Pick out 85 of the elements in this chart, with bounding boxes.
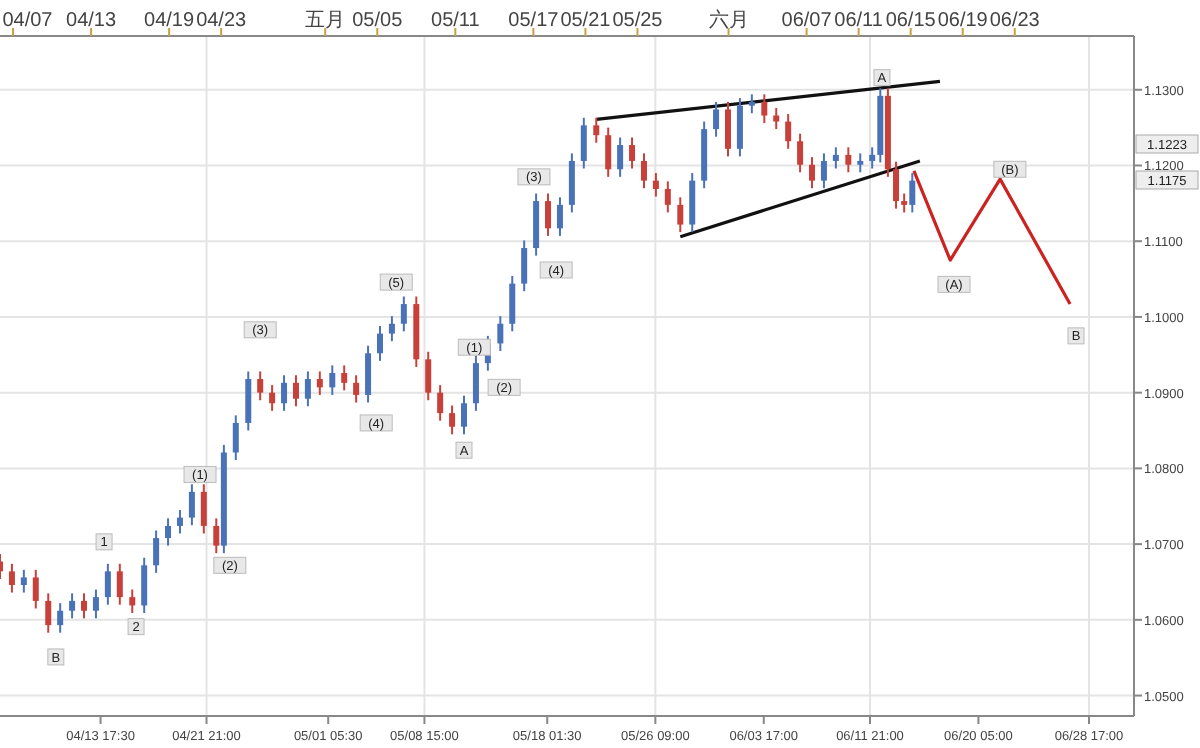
candlestick bbox=[857, 152, 864, 174]
candlestick bbox=[32, 568, 39, 610]
x2-tick-label: 05/25 bbox=[612, 10, 664, 32]
candlestick bbox=[797, 132, 804, 174]
candlestick bbox=[437, 384, 444, 422]
candlestick bbox=[461, 394, 468, 436]
x2-tick-label: 04/07 bbox=[2, 10, 54, 32]
candlestick bbox=[329, 364, 336, 396]
candlestick bbox=[376, 325, 383, 362]
candlestick bbox=[640, 152, 647, 190]
candlestick bbox=[785, 113, 792, 150]
candlestick bbox=[116, 562, 123, 606]
candlestick bbox=[761, 93, 768, 125]
candlestick bbox=[809, 156, 816, 190]
candlestick bbox=[20, 568, 27, 594]
candlestick bbox=[593, 116, 600, 144]
candlestick bbox=[652, 172, 659, 198]
candlestick bbox=[165, 517, 172, 547]
candlestick bbox=[232, 414, 239, 462]
candlestick bbox=[617, 136, 624, 178]
candlestick bbox=[748, 93, 755, 115]
candlestick bbox=[556, 196, 563, 237]
x2-tick-label: 05/17 bbox=[508, 10, 560, 32]
candlestick bbox=[568, 152, 575, 214]
x2-tick-label: 05/05 bbox=[352, 10, 404, 32]
x2-tick-label: 06/07 bbox=[781, 10, 833, 32]
candlestick bbox=[245, 370, 252, 432]
candlestick bbox=[677, 196, 684, 234]
candlestick bbox=[388, 315, 395, 343]
candlestick bbox=[104, 562, 111, 606]
candlestick bbox=[8, 562, 15, 594]
candlestick bbox=[57, 602, 64, 634]
x2-tick-label: 06/19 bbox=[937, 10, 989, 32]
candlestick bbox=[365, 344, 372, 404]
candlestick bbox=[281, 374, 288, 412]
candlestick bbox=[425, 350, 432, 402]
candlestick bbox=[81, 592, 88, 620]
candlestick bbox=[257, 370, 264, 402]
x2-tick-label: 06/15 bbox=[885, 10, 937, 32]
candlestick bbox=[472, 354, 479, 412]
x2-tick-label: 06/23 bbox=[989, 10, 1041, 32]
candlestick bbox=[605, 126, 612, 178]
candlestick bbox=[736, 97, 743, 158]
candlestick bbox=[773, 106, 780, 131]
candlestick bbox=[129, 588, 136, 615]
candlestick bbox=[69, 592, 76, 620]
candlestick bbox=[832, 146, 839, 170]
candlestick bbox=[176, 509, 183, 535]
candlestick bbox=[188, 483, 195, 527]
x2-tick-label: 04/23 bbox=[196, 10, 248, 32]
x2-tick-label: 六月 bbox=[708, 8, 749, 32]
candlestick bbox=[869, 146, 876, 170]
x2-tick-label: 04/13 bbox=[66, 10, 117, 32]
x2-tick-label: 04/19 bbox=[144, 10, 196, 32]
candlestick bbox=[200, 483, 207, 535]
candlestick bbox=[141, 556, 148, 615]
candlestick bbox=[509, 275, 516, 333]
candlestick bbox=[497, 315, 504, 353]
candlestick bbox=[724, 100, 731, 158]
candlestick bbox=[545, 192, 552, 237]
candlestick bbox=[292, 374, 299, 408]
candlestick bbox=[845, 146, 852, 174]
candlestick bbox=[629, 136, 636, 170]
candlestick bbox=[304, 370, 311, 408]
candlestick bbox=[269, 384, 276, 412]
candlestick bbox=[449, 404, 456, 436]
candlestick bbox=[689, 172, 696, 234]
candlestick bbox=[580, 116, 587, 170]
candlestick bbox=[341, 364, 348, 392]
x2-tick-label: 05/11 bbox=[431, 10, 481, 32]
candlestick bbox=[820, 152, 827, 190]
candlestick bbox=[92, 588, 99, 620]
candlestick bbox=[521, 239, 528, 293]
x2-tick-label: 五月 bbox=[305, 10, 346, 32]
candlestick bbox=[213, 517, 220, 555]
candlestick bbox=[664, 180, 671, 214]
x2-tick-label: 06/11 bbox=[834, 10, 884, 32]
candlestick bbox=[316, 370, 323, 396]
candlestick bbox=[400, 295, 407, 333]
candlestick bbox=[533, 192, 540, 257]
x2-tick-label: 05/21 bbox=[560, 10, 612, 32]
candlestick bbox=[153, 529, 160, 574]
candlestick bbox=[713, 100, 720, 138]
candlestick bbox=[353, 374, 360, 404]
candlestick bbox=[45, 592, 52, 634]
